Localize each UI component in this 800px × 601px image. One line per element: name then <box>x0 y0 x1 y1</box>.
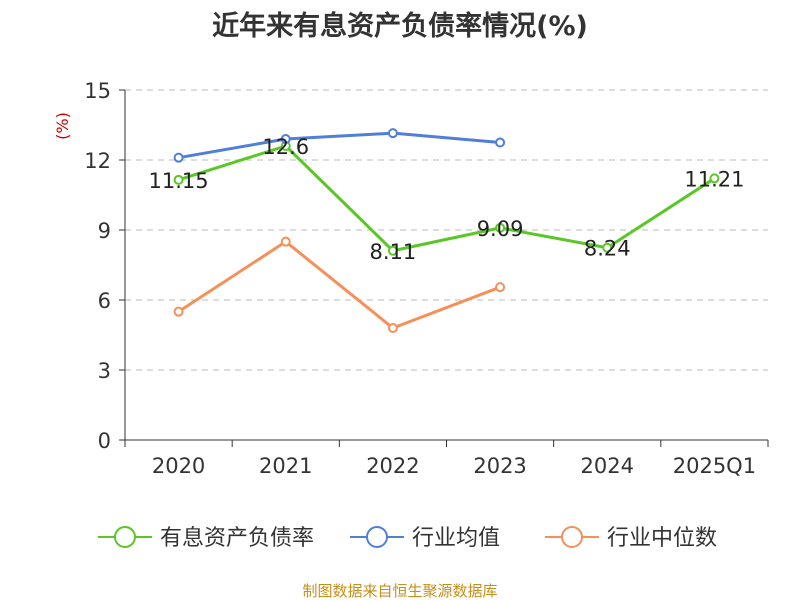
data-point <box>709 173 720 184</box>
data-label: 8.24 <box>584 237 631 261</box>
y-tick-label: 3 <box>98 359 111 383</box>
chart-title: 近年来有息资产负债率情况(%) <box>212 11 588 42</box>
x-tick-label: 2020 <box>152 454 205 478</box>
data-point <box>387 128 398 139</box>
series-line-1 <box>178 131 501 160</box>
legend-entry-0: 有息资产负债率 <box>160 526 314 551</box>
x-tick-label: 2022 <box>366 454 419 478</box>
legend-swatch-marker <box>366 526 388 548</box>
data-label: 11.21 <box>684 167 744 191</box>
series-lines <box>173 128 720 333</box>
y-axis-label: (%) <box>53 112 72 140</box>
y-tick-label: 15 <box>84 79 111 103</box>
legend-swatch-marker <box>561 526 583 548</box>
data-label: 11.15 <box>149 169 209 193</box>
x-tick-label: 2025Q1 <box>673 454 756 478</box>
x-tick-label: 2024 <box>581 454 634 478</box>
data-point <box>280 134 291 144</box>
data-point <box>495 282 506 293</box>
data-label: 8.11 <box>370 240 417 264</box>
data-point <box>387 245 398 256</box>
data-point <box>387 323 398 333</box>
y-tick-label: 9 <box>98 219 111 243</box>
x-tick-label: 2021 <box>259 454 312 478</box>
y-tick-label: 12 <box>84 149 111 173</box>
x-tick-label: 2023 <box>473 454 526 478</box>
source-note: 制图数据来自恒生聚源数据库 <box>302 582 498 600</box>
data-point <box>173 306 184 317</box>
series-line-0 <box>178 144 716 253</box>
legend-entry-2: 行业中位数 <box>607 526 717 551</box>
data-point <box>280 236 291 247</box>
y-tick-label: 0 <box>98 429 111 453</box>
grid-lines <box>125 89 768 371</box>
axes: 0 3 6 9 12 15 2020 2021 2022 2023 2024 2025Q1 (%) <box>53 79 769 478</box>
legend-swatch-marker <box>114 526 136 548</box>
legend-entry-1: 行业均值 <box>412 526 500 551</box>
data-label: 9.09 <box>477 217 524 241</box>
data-point <box>173 174 184 185</box>
data-label: 12.6 <box>262 135 309 159</box>
series-line-2 <box>177 240 501 330</box>
legend: 有息资产负债率 行业均值 行业中位数 <box>98 526 717 551</box>
y-tick-label: 6 <box>98 289 111 313</box>
data-point <box>495 137 506 148</box>
data-point <box>602 242 613 253</box>
data-labels: 11.15 12.6 8.11 9.09 8.24 11.21 <box>149 135 745 264</box>
data-point <box>495 222 506 233</box>
data-point <box>173 152 184 163</box>
